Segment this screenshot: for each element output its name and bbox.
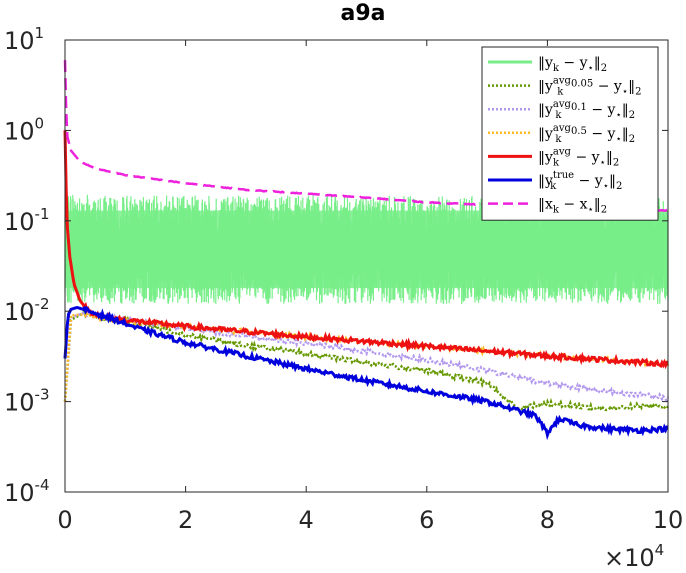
x-tick-label: 2 (178, 506, 193, 534)
x-tick-label: 0 (57, 506, 72, 534)
legend-label: ‖ytrue k − y⋆‖2 (538, 170, 622, 192)
series-avg005-line (63, 308, 670, 413)
y-tick-label: 10-1 (4, 205, 50, 236)
series-avg-line (63, 130, 669, 370)
x-multiplier-label: ×104 (604, 541, 664, 572)
x-tick-label: 8 (540, 506, 555, 534)
series-x_k-line (63, 60, 669, 212)
y-tick-label: 10-4 (4, 476, 50, 507)
legend-label: ‖yavg0.5 k − y⋆‖2 (538, 123, 635, 145)
x-tick-label: 4 (299, 506, 314, 534)
series-y_k-band (64, 194, 669, 304)
y-tick-label: 100 (4, 114, 44, 145)
legend-item-avg005: ‖yavg0.05 k − y⋆‖2 (488, 76, 641, 98)
legend-item-avg: ‖yavg k − y⋆‖2 (488, 146, 619, 168)
plot-frame (64, 39, 669, 493)
x-tick-label: 6 (419, 506, 434, 534)
legend-label: ‖yavg0.1 k − y⋆‖2 (538, 99, 635, 121)
legend-item-avg01: ‖yavg0.1 k − y⋆‖2 (488, 99, 635, 121)
legend-box (481, 46, 659, 221)
legend: ‖yk − y⋆‖2‖yavg0.05 k − y⋆‖2‖yavg0.1 k − y… (481, 46, 659, 221)
legend-label: ‖yavg0.05 k − y⋆‖2 (538, 76, 641, 98)
chart-title: a9a (341, 1, 386, 26)
series-true-line (63, 305, 669, 441)
y-tick-label: 10-2 (4, 295, 50, 326)
legend-item-avg05: ‖yavg0.5 k − y⋆‖2 (488, 123, 635, 145)
y-tick-label: 101 (4, 24, 44, 55)
y-tick-label: 10-3 (4, 386, 50, 417)
x-tick-label: 10 (653, 506, 684, 534)
series-layer (63, 60, 670, 441)
legend-label: ‖yavg k − y⋆‖2 (538, 146, 619, 168)
